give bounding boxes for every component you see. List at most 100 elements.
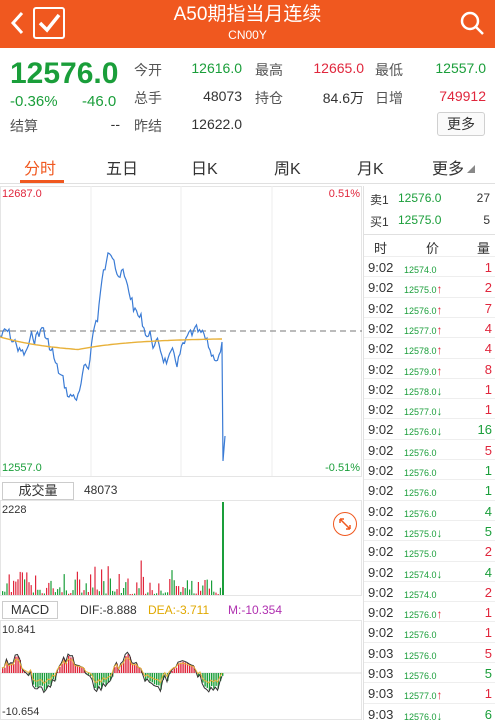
macd-dea-line [1,657,223,684]
trade-direction-arrow: ↓ [436,383,443,398]
volume-bar [175,586,177,595]
volume-bar [189,589,191,595]
trade-price: 12576.0 [404,648,437,662]
macd-bar [182,661,184,673]
trade-time: 9:02 [368,463,394,478]
macd-bar [191,665,193,673]
trade-volume: 6 [484,706,492,720]
trade-volume: 1 [484,402,492,418]
volume-bar [131,593,133,595]
volume-bar [169,579,171,595]
trade-time: 9:02 [368,564,394,580]
fullscreen-button[interactable] [333,512,357,536]
volume-indicator-tab[interactable]: 成交量 [2,482,74,500]
trade-row: 9:03 12576.0 5 [364,641,495,662]
intraday-chart[interactable]: 12687.0 0.51% 12557.0 -0.51% 成交量 48073 2… [0,186,362,720]
macd-bar [173,668,175,673]
macd-bar [98,673,101,686]
trade-price-value: 12576.0 [404,488,437,499]
volume-bar [72,590,74,595]
trade-price: 12577.0↑ [404,323,443,337]
macd-indicator-tab[interactable]: MACD [2,601,58,619]
volume-bar [8,574,10,595]
volume-bar [21,572,23,595]
volume-bar [61,592,63,595]
volume-bar [186,580,188,595]
trade-price: 12576.0 [404,627,437,641]
volume-bar [90,574,92,595]
volume-bar [96,589,98,595]
trade-time: 9:03 [368,686,394,702]
macd-bar [178,663,180,673]
field-label: 最高 [255,62,283,78]
trade-time: 9:02 [368,605,394,621]
macd-bar [21,668,24,673]
volume-bar [2,591,4,595]
field-label: 昨结 [134,118,162,134]
more-button[interactable]: 更多 [437,112,485,136]
caret-down-icon [467,165,476,173]
volume-bar [217,594,219,595]
volume-bar [125,582,127,595]
macd-bar [19,660,21,673]
col-price: 价 [426,241,440,256]
field-value: 12622.0 [191,116,242,132]
volume-bar [35,575,37,595]
volume-bar [162,593,164,595]
trade-price: 12577.0↑ [404,688,443,702]
trade-volume: 1 [484,381,492,397]
trade-price-value: 12579.0 [404,366,437,377]
volume-bar [114,591,116,595]
app-header: A50期指当月连续 CN00Y [0,0,495,48]
volume-bar [87,592,89,595]
macd-bar [138,667,140,673]
macd-bar [127,654,129,673]
volume-bar [136,582,138,595]
ask-label: 卖1 [370,193,389,207]
macd-bar [116,663,118,673]
macd-bar [186,663,189,673]
volume-bar [105,593,107,595]
trade-price-value: 12576.0 [404,447,437,458]
field-value: 12616.0 [191,60,242,76]
macd-bar [63,658,65,673]
orderbook-bid: 买1 12575.0 5 [364,210,495,230]
tab-weekly-k[interactable]: 周K [274,161,301,178]
volume-bar [182,587,184,595]
tab-intraday[interactable]: 分时 [24,161,57,178]
trade-price: 12576.0 [404,465,437,479]
back-button[interactable] [8,10,28,36]
macd-bar [162,673,164,680]
trade-direction-arrow: ↑ [436,282,443,297]
tab-more-label: 更多 [432,161,465,178]
trade-price-value: 12576.0 [404,610,437,621]
volume-bar [134,593,136,595]
volume-bar [81,592,83,595]
search-button[interactable] [459,10,485,36]
macd-bar [211,673,213,686]
watchlist-checkbox[interactable] [33,7,65,39]
macd-bar [219,673,222,682]
trade-row: 9:02 12577.0↑ 4 [364,316,495,337]
trade-row: 9:02 12576.0 1 [364,621,495,641]
trade-price-value: 12576.0 [404,711,437,720]
volume-bar [63,574,65,595]
trade-time: 9:02 [368,584,394,600]
macd-dif: DIF:-8.888 [80,603,137,617]
volume-bar [65,590,67,595]
macd-dif-line [1,651,223,694]
tab-daily-k[interactable]: 日K [191,161,218,178]
ask-price: 12576.0 [398,191,442,205]
volume-bar [153,593,155,595]
trade-direction-arrow: ↑ [436,607,443,622]
tab-five-day[interactable]: 五日 [106,161,139,178]
trade-price-value: 12576.0 [404,468,437,478]
trade-price-value: 12576.0 [404,427,437,438]
tab-more[interactable]: 更多 [432,155,476,179]
trade-time: 9:02 [368,361,394,377]
trade-price: 12576.0 [404,668,437,682]
tab-monthly-k[interactable]: 月K [357,161,384,178]
instrument-code: CN00Y [228,28,267,42]
chart-tabs: 分时 五日 日K 周K 月K 更多 [0,148,495,184]
macd-bar [180,662,182,673]
